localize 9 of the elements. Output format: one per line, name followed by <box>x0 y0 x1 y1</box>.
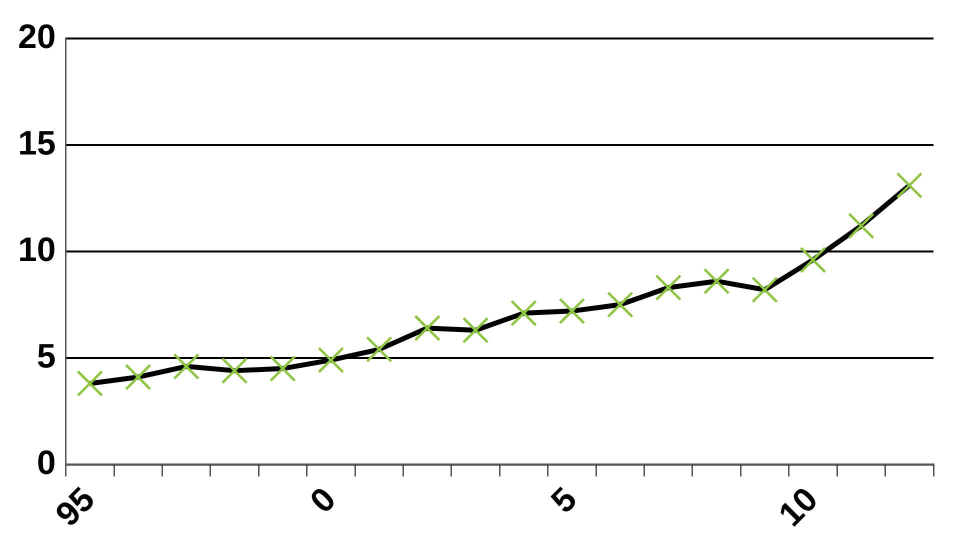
x-tick-label: 5 <box>544 480 584 520</box>
y-tick-label: 5 <box>36 337 56 376</box>
y-tick-label: 10 <box>18 230 56 269</box>
x-tick-label: 95 <box>48 480 102 534</box>
y-tick-label: 15 <box>18 124 56 162</box>
x-tick-label: 10 <box>772 480 826 534</box>
y-tick-label: 0 <box>36 444 56 482</box>
y-tick-label: 20 <box>18 18 56 56</box>
x-tick-label: 0 <box>302 480 344 520</box>
